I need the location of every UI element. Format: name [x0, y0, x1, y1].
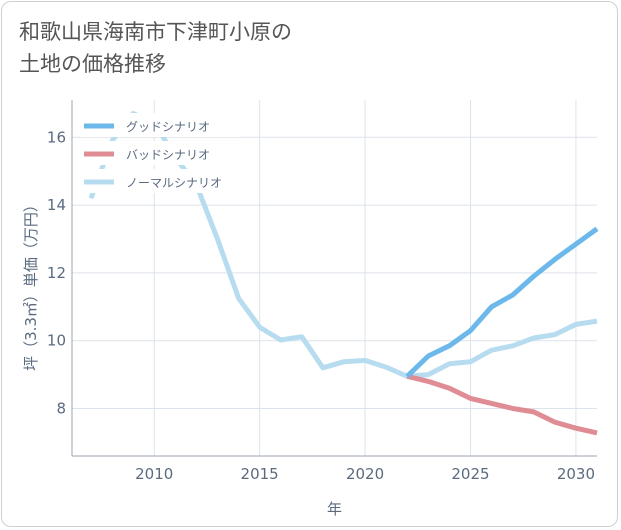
y-tick-label: 16 — [47, 128, 66, 146]
y-tick-label: 12 — [47, 264, 66, 282]
x-axis-title: 年 — [327, 500, 342, 518]
series-line-1 — [406, 373, 598, 436]
x-tick-labels: 2010 2015 2020 2025 2030 — [135, 465, 595, 483]
y-tick-label: 10 — [47, 332, 66, 350]
x-tick-label: 2020 — [346, 465, 384, 483]
x-tick-label: 2030 — [557, 465, 595, 483]
legend-label: グッドシナリオ — [126, 120, 210, 134]
legend-label: バッドシナリオ — [126, 148, 210, 162]
legend-item[interactable]: グッドシナリオ — [80, 113, 240, 137]
y-tick-label: 8 — [56, 400, 66, 418]
y-tick-label: 14 — [47, 196, 66, 214]
grid-lines — [72, 100, 597, 456]
x-tick-label: 2025 — [451, 465, 489, 483]
legend-label: ノーマルシナリオ — [126, 176, 222, 190]
page-title: 和歌山県海南市下津町小原の 土地の価格推移 — [19, 20, 292, 76]
legend-item[interactable]: ノーマルシナリオ — [80, 169, 240, 193]
axis-lines — [71, 100, 597, 457]
y-axis-title: 坪（3.3㎡）単価（万円） — [22, 197, 40, 371]
x-tick-label: 2010 — [135, 465, 173, 483]
series-line-0 — [405, 226, 599, 379]
x-tick-label: 2015 — [241, 465, 279, 483]
legend-item[interactable]: バッドシナリオ — [80, 141, 240, 165]
y-tick-labels: 8 10 12 14 16 — [47, 128, 66, 417]
